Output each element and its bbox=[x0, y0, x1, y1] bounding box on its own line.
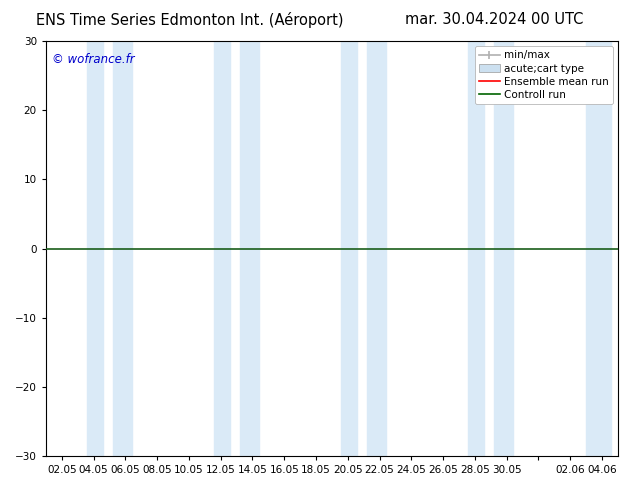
Text: © wofrance.fr: © wofrance.fr bbox=[51, 53, 134, 67]
Bar bbox=[87, 41, 103, 456]
Bar bbox=[113, 41, 132, 456]
Legend: min/max, acute;cart type, Ensemble mean run, Controll run: min/max, acute;cart type, Ensemble mean … bbox=[474, 46, 612, 104]
Bar bbox=[341, 41, 358, 456]
Text: mar. 30.04.2024 00 UTC: mar. 30.04.2024 00 UTC bbox=[405, 12, 584, 27]
Bar bbox=[367, 41, 386, 456]
Bar bbox=[494, 41, 513, 456]
Bar bbox=[469, 41, 484, 456]
Bar bbox=[586, 41, 611, 456]
Bar bbox=[214, 41, 230, 456]
Bar bbox=[240, 41, 259, 456]
Text: ENS Time Series Edmonton Int. (Aéroport): ENS Time Series Edmonton Int. (Aéroport) bbox=[36, 12, 344, 28]
